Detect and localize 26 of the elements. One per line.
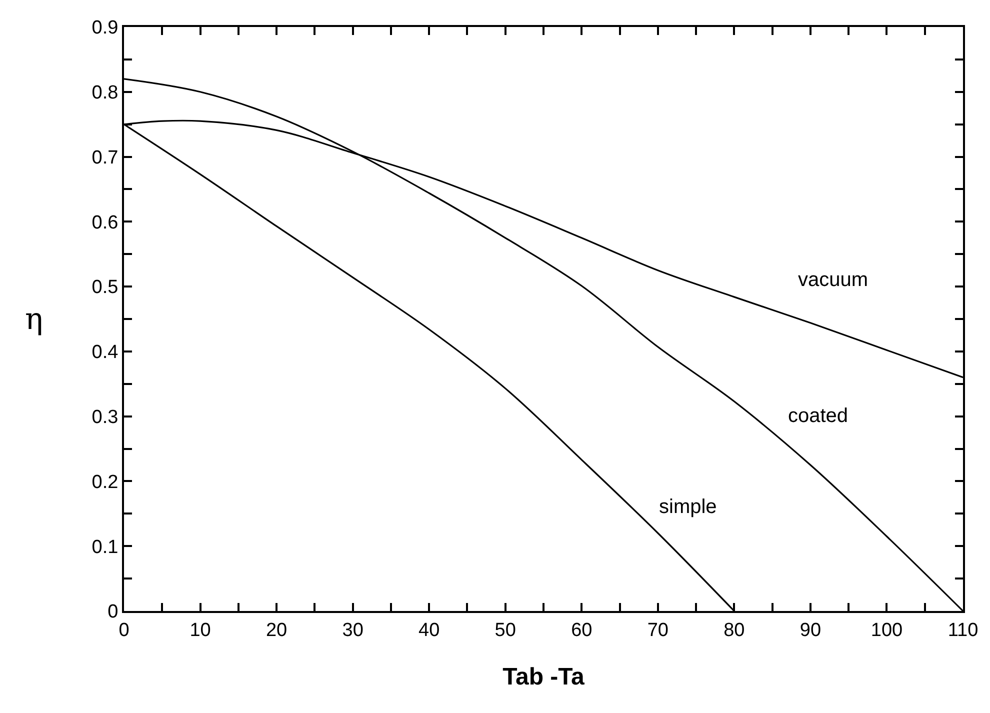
y-tick-label: 0.4: [92, 342, 119, 364]
x-tick-label: 40: [418, 620, 440, 641]
series-label: vacuum: [798, 269, 868, 291]
series-label: simple: [659, 496, 717, 518]
x-tick-label: 80: [724, 620, 745, 641]
y-tick-label: 0.2: [92, 472, 118, 493]
y-tick-label: 0.3: [92, 406, 118, 428]
y-axis-title: η: [25, 302, 43, 337]
y-tick-label: 0.1: [92, 536, 118, 558]
x-tick-label: 20: [266, 620, 288, 641]
x-tick-label: 100: [870, 620, 903, 641]
y-tick-label: 0: [108, 602, 118, 623]
y-tick-label: 0.8: [92, 82, 118, 104]
x-tick-label: 10: [190, 620, 211, 641]
y-tick-label: 0.9: [92, 18, 118, 39]
x-tick-label: 110: [948, 620, 978, 641]
x-tick-label: 70: [647, 620, 668, 641]
x-tick-label: 60: [571, 620, 592, 641]
y-tick-label: 0.6: [92, 212, 118, 234]
x-tick-label: 30: [342, 620, 364, 641]
x-axis-title: Tab -Ta: [502, 664, 586, 691]
y-tick-label: 0.7: [92, 147, 118, 168]
series-label: coated: [788, 405, 848, 427]
x-tick-label: 50: [494, 620, 516, 641]
x-tick-label: 90: [800, 620, 822, 641]
y-tick-label: 0.5: [92, 277, 118, 298]
